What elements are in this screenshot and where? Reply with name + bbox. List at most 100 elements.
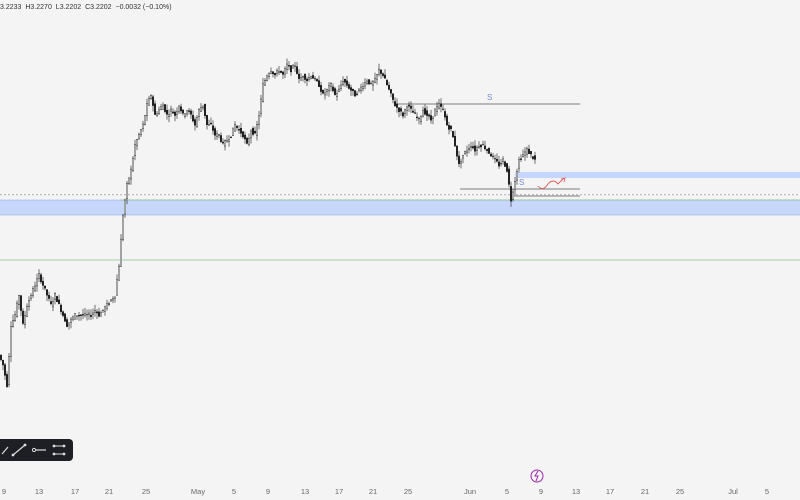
candle-body xyxy=(398,107,401,112)
candle xyxy=(270,67,273,75)
candle-body xyxy=(510,186,513,202)
candle-body xyxy=(500,162,503,165)
candle-body xyxy=(514,181,517,190)
candle-body xyxy=(7,356,10,385)
candle xyxy=(304,73,307,84)
candle-body xyxy=(306,78,309,81)
candle xyxy=(199,103,202,112)
candle-body xyxy=(36,278,39,287)
candle-body xyxy=(412,110,415,113)
candle xyxy=(402,111,405,119)
candle xyxy=(65,317,68,328)
candle-body xyxy=(278,71,281,73)
candle-body xyxy=(484,145,487,149)
candle-body xyxy=(239,128,242,134)
candle xyxy=(121,213,124,242)
candle-body xyxy=(372,81,375,86)
candle-body xyxy=(89,315,92,317)
candle-body xyxy=(532,156,535,159)
candle xyxy=(109,299,112,302)
candle xyxy=(36,273,39,292)
candle xyxy=(46,289,49,302)
candle-body xyxy=(470,146,473,148)
candle-body xyxy=(60,304,63,312)
candle xyxy=(95,308,98,319)
horizontal-ray-icon[interactable] xyxy=(30,442,48,458)
candle xyxy=(167,109,170,123)
candle-body xyxy=(508,168,511,185)
candle xyxy=(478,141,481,149)
candle-body xyxy=(91,312,94,315)
candle xyxy=(249,129,252,144)
candle xyxy=(221,138,224,145)
candle-body xyxy=(211,125,214,131)
candle-body xyxy=(99,312,102,317)
candle-body xyxy=(52,301,55,308)
candle-body xyxy=(288,65,291,67)
candle xyxy=(346,75,349,88)
candle xyxy=(348,81,351,90)
candle xyxy=(245,136,248,145)
candle-body xyxy=(56,296,59,303)
candle xyxy=(356,91,359,97)
candle xyxy=(195,114,198,128)
candle-body xyxy=(44,285,47,289)
measure-icon[interactable] xyxy=(50,442,68,458)
candle-body xyxy=(524,151,527,156)
candle xyxy=(378,63,381,77)
candle xyxy=(278,65,281,76)
x-tick-label: May xyxy=(191,487,205,496)
candle xyxy=(235,125,238,131)
candle-body xyxy=(173,111,176,116)
trend-line-icon[interactable] xyxy=(10,442,28,458)
candle-body xyxy=(290,65,293,73)
candle-body xyxy=(22,310,25,324)
candle xyxy=(60,303,63,315)
candle-body xyxy=(400,108,403,112)
candle xyxy=(181,109,184,116)
candle xyxy=(123,198,126,218)
candle xyxy=(288,61,291,71)
candle-body xyxy=(187,110,190,112)
candle-body xyxy=(147,98,150,106)
candle xyxy=(524,147,527,161)
candle-body xyxy=(121,215,124,241)
candle xyxy=(251,126,254,137)
candle-body xyxy=(127,177,130,184)
candle xyxy=(298,69,301,84)
candle-body xyxy=(356,93,359,95)
candle-body xyxy=(428,114,431,117)
candle xyxy=(458,151,461,168)
candle xyxy=(171,108,174,114)
x-tick-label: 5 xyxy=(765,487,769,496)
pencil-icon[interactable] xyxy=(0,442,14,458)
candle xyxy=(229,136,232,139)
candle-body xyxy=(231,127,234,137)
candle xyxy=(34,281,37,292)
candle xyxy=(227,134,230,147)
candle-body xyxy=(207,123,210,126)
candle-body xyxy=(73,313,76,320)
candle-body xyxy=(203,103,206,116)
candle-body xyxy=(69,318,72,323)
candle xyxy=(193,116,196,131)
candle-body xyxy=(430,115,433,121)
candle xyxy=(141,120,144,132)
candle-body xyxy=(32,288,35,296)
candle xyxy=(330,82,333,92)
candle-body xyxy=(504,161,507,167)
candle xyxy=(406,105,409,116)
candle-body xyxy=(223,140,226,147)
candle xyxy=(77,312,80,321)
candle xyxy=(344,78,347,88)
candle xyxy=(532,155,535,161)
candle-body xyxy=(113,296,116,299)
candle xyxy=(300,73,303,81)
candle-body xyxy=(424,108,427,115)
candle xyxy=(400,106,403,116)
candle xyxy=(482,140,485,146)
candle-body xyxy=(149,95,152,99)
x-tick-label: 13 xyxy=(301,487,309,496)
candle xyxy=(284,66,287,79)
